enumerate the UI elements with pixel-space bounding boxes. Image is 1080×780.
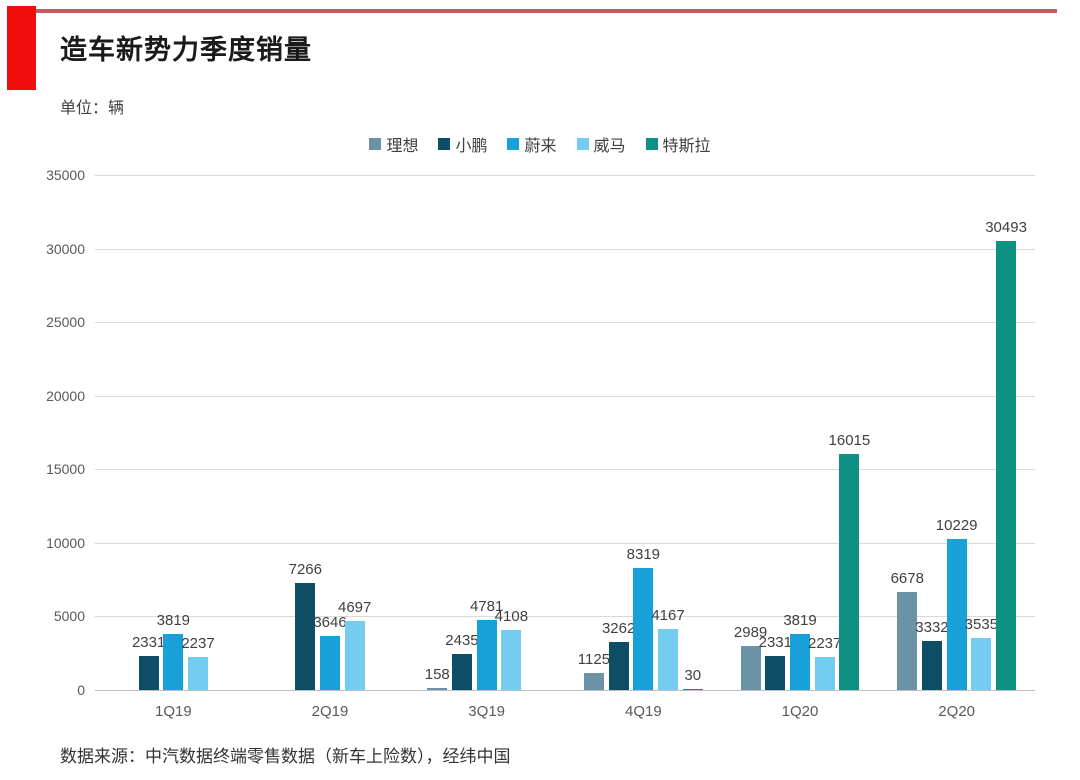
bar-value-威马-3Q19: 4108 — [494, 607, 529, 625]
source-note: 数据来源：中汽数据终端零售数据（新车上险数），经纬中国 — [60, 747, 511, 766]
legend-item-蔚来: 蔚来 — [507, 132, 557, 156]
bar-威马-2Q19 — [344, 620, 365, 690]
bar-小鹏-2Q20 — [921, 640, 942, 690]
legend-swatch-icon — [507, 138, 520, 150]
bar-value-小鹏-3Q19: 2435 — [445, 632, 479, 650]
bar-理想-4Q19 — [583, 673, 604, 690]
legend-label: 小鹏 — [455, 138, 488, 155]
bar-蔚来-2Q20 — [946, 539, 967, 690]
bar-蔚来-3Q19 — [476, 619, 497, 690]
y-axis-tick-5000: 5000 — [53, 608, 85, 625]
legend-label: 威马 — [593, 138, 626, 155]
bar-蔚来-1Q19 — [163, 633, 184, 690]
bar-理想-2Q20 — [897, 591, 918, 690]
gridline-15000 — [95, 469, 1035, 471]
x-axis-tick-1Q20: 1Q20 — [781, 703, 819, 720]
bar-威马-1Q20 — [814, 657, 835, 690]
legend-item-小鹏: 小鹏 — [438, 132, 487, 156]
gridline-35000 — [95, 175, 1035, 176]
y-axis-tick-10000: 10000 — [46, 534, 85, 551]
y-axis-tick-35000: 35000 — [46, 167, 85, 183]
y-axis-tick-30000: 30000 — [46, 240, 85, 257]
y-axis-tick-25000: 25000 — [46, 314, 85, 331]
bar-value-小鹏-1Q20: 2331 — [758, 633, 792, 651]
bar-value-威马-1Q20: 2237 — [808, 635, 842, 653]
gridline-25000 — [95, 322, 1035, 324]
bar-value-特斯拉-1Q20: 16015 — [828, 432, 871, 450]
bar-威马-3Q19 — [501, 629, 522, 690]
legend-swatch-icon — [576, 138, 589, 150]
bar-理想-3Q19 — [427, 687, 448, 690]
bar-value-蔚来-4Q19: 8319 — [626, 545, 661, 563]
bar-value-理想-3Q19: 158 — [424, 665, 450, 683]
bar-小鹏-2Q19 — [295, 583, 316, 690]
y-axis-tick-15000: 15000 — [46, 461, 85, 478]
bar-特斯拉-4Q19 — [682, 689, 703, 690]
bar-value-理想-4Q19: 1125 — [577, 651, 611, 669]
x-axis-tick-1Q19: 1Q19 — [154, 703, 192, 720]
bar-特斯拉-1Q20 — [839, 454, 860, 690]
accent-red-block — [7, 6, 36, 90]
bar-value-特斯拉-2Q20: 30493 — [985, 219, 1027, 237]
bar-威马-2Q20 — [971, 637, 992, 690]
x-axis-tick-2Q19: 2Q19 — [311, 703, 349, 720]
bar-威马-4Q19 — [658, 628, 679, 690]
y-axis-tick-20000: 20000 — [46, 387, 85, 404]
bar-value-蔚来-1Q19: 3819 — [156, 611, 191, 629]
legend-swatch-icon — [438, 138, 451, 150]
accent-top-line — [34, 9, 1057, 13]
x-axis-tick-2Q20: 2Q20 — [938, 703, 976, 720]
bar-小鹏-4Q19 — [608, 642, 629, 690]
legend-swatch-icon — [645, 138, 658, 150]
legend-item-威马: 威马 — [576, 132, 626, 156]
bar-理想-1Q20 — [740, 646, 761, 690]
bar-value-小鹏-2Q19: 7266 — [288, 561, 322, 579]
bar-value-威马-2Q19: 4697 — [338, 598, 372, 616]
gridline-10000 — [95, 542, 1035, 544]
legend-label: 特斯拉 — [662, 138, 711, 155]
bar-value-蔚来-2Q19: 3646 — [313, 614, 347, 632]
bar-蔚来-4Q19 — [633, 567, 654, 690]
chart-title: 造车新势力季度销量 — [60, 35, 312, 65]
legend-swatch-icon — [369, 138, 382, 150]
legend-item-特斯拉: 特斯拉 — [645, 132, 711, 156]
bar-value-蔚来-3Q19: 4781 — [469, 597, 504, 615]
bar-value-蔚来-1Q20: 3819 — [783, 611, 817, 629]
bar-value-小鹏-1Q19: 2331 — [131, 633, 166, 651]
bar-value-特斯拉-4Q19: 30 — [684, 667, 702, 684]
bar-value-威马-4Q19: 4167 — [651, 606, 685, 624]
y-axis-tick-0: 0 — [77, 682, 85, 698]
bar-value-理想-1Q20: 2989 — [733, 624, 768, 642]
bar-小鹏-3Q19 — [451, 654, 472, 690]
x-axis-tick-3Q19: 3Q19 — [468, 703, 506, 720]
legend-label: 蔚来 — [524, 138, 557, 155]
bar-value-威马-2Q20: 3535 — [964, 615, 999, 633]
bar-value-理想-2Q20: 6678 — [890, 569, 924, 587]
gridline-30000 — [95, 248, 1035, 250]
unit-label: 单位：辆 — [60, 100, 125, 117]
bar-蔚来-2Q19 — [320, 636, 340, 690]
bar-蔚来-1Q20 — [790, 633, 810, 690]
gridline-5000 — [95, 616, 1035, 618]
legend-item-理想: 理想 — [369, 132, 418, 156]
legend: 理想 小鹏 蔚来 威马 特斯拉 — [0, 132, 1080, 156]
bar-value-蔚来-2Q20: 10229 — [935, 517, 978, 535]
bar-特斯拉-2Q20 — [996, 241, 1017, 690]
gridline-20000 — [95, 395, 1035, 397]
legend-label: 理想 — [386, 138, 419, 155]
bar-value-小鹏-4Q19: 3262 — [601, 620, 636, 637]
gridline-0 — [95, 690, 1035, 691]
x-axis-tick-4Q19: 4Q19 — [624, 703, 662, 720]
bar-小鹏-1Q19 — [138, 655, 159, 690]
bar-value-小鹏-2Q20: 3332 — [915, 618, 949, 636]
bar-威马-1Q19 — [188, 657, 209, 690]
bar-小鹏-1Q20 — [765, 655, 786, 690]
bar-value-威马-1Q19: 2237 — [181, 635, 215, 653]
